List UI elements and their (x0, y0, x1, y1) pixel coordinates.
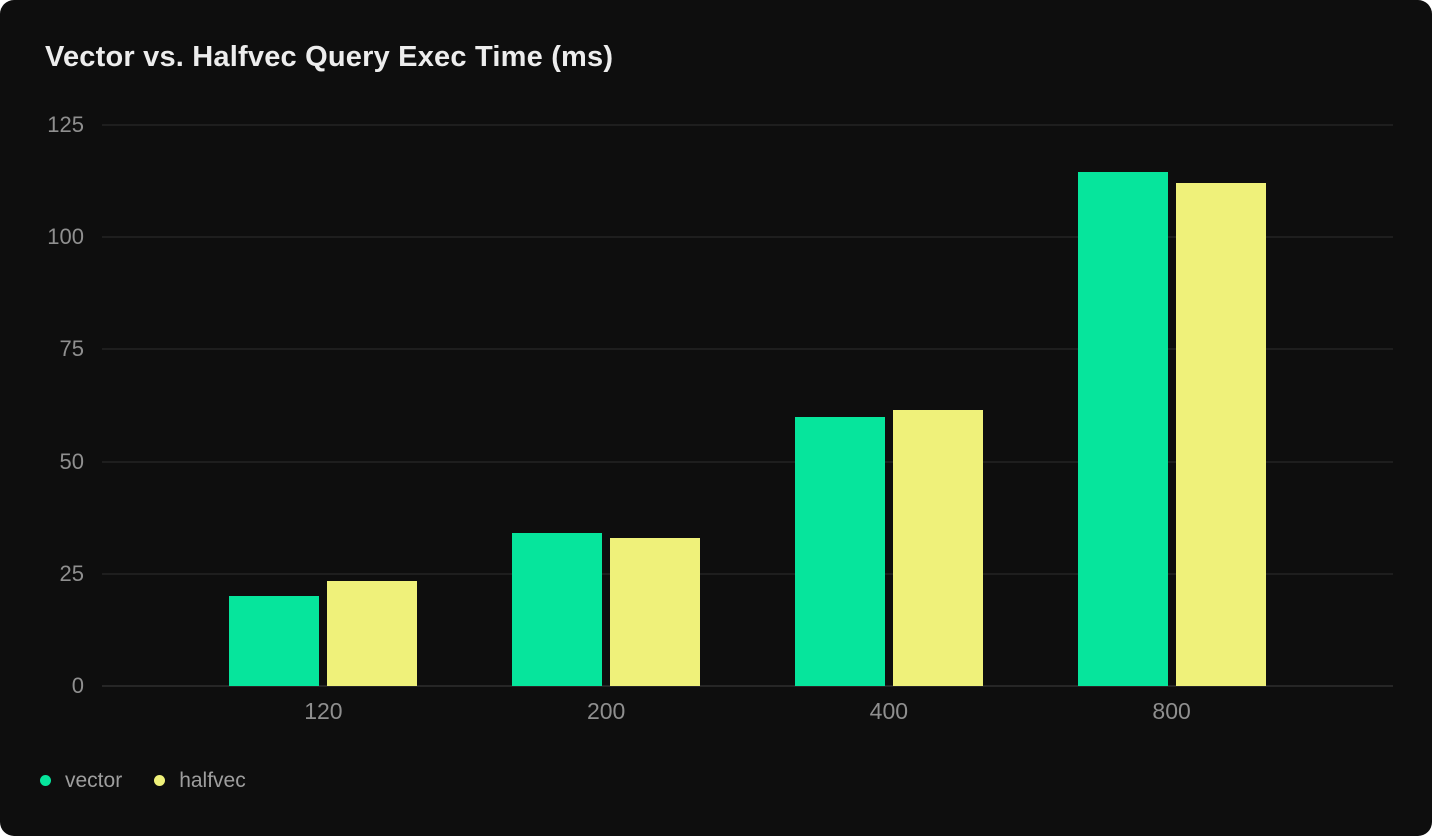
y-axis: 0 25 50 75 100 125 (0, 114, 84, 697)
x-tick-label-800: 800 (1152, 698, 1191, 724)
y-tick-label-125: 125 (47, 112, 84, 137)
bar-halfvec-200[interactable] (610, 537, 701, 686)
gridline-75 (102, 348, 1393, 350)
y-tick-label-25: 25 (59, 560, 84, 586)
bar-vector-120[interactable] (229, 596, 320, 686)
bar-group-400: 400 (748, 125, 1031, 724)
bar-group-120: 120 (182, 125, 465, 724)
bar-vector-800[interactable] (1077, 172, 1168, 686)
legend-item-vector[interactable]: vector (40, 770, 122, 791)
legend-dot-icon-vector (40, 775, 51, 786)
x-tick-label-200: 200 (586, 698, 626, 724)
gridline-25 (102, 573, 1393, 575)
y-tick-label-0: 0 (71, 673, 84, 698)
y-tick-label-100: 100 (47, 224, 84, 250)
legend: vector halfvec (40, 770, 246, 791)
legend-label-vector: vector (65, 769, 123, 792)
gridline-100 (102, 236, 1393, 238)
bar-halfvec-400[interactable] (892, 410, 983, 686)
bands: 120 200 400 800 (102, 125, 1393, 724)
y-tick-label-75: 75 (59, 336, 84, 362)
gridline-50 (102, 461, 1393, 463)
gridline-125 (102, 124, 1393, 126)
y-tick-label-50: 50 (59, 448, 84, 474)
bar-group-800: 800 (1030, 125, 1313, 724)
gridline-0 (102, 685, 1393, 687)
legend-dot-icon-halfvec (154, 775, 166, 786)
x-tick-label-400: 400 (869, 698, 909, 724)
page-title: Vector vs. Halfvec Query Exec Time (ms) (45, 41, 614, 73)
bar-vector-200[interactable] (512, 533, 603, 686)
legend-label-halfvec: halfvec (179, 769, 246, 792)
plot-area: 120 200 400 800 (102, 124, 1393, 724)
bar-halfvec-800[interactable] (1175, 183, 1266, 686)
legend-item-halfvec[interactable]: halfvec (154, 770, 246, 791)
x-tick-label-120: 120 (304, 698, 343, 724)
bar-halfvec-120[interactable] (327, 580, 418, 686)
bar-vector-400[interactable] (794, 416, 885, 686)
bar-group-200: 200 (465, 125, 748, 724)
